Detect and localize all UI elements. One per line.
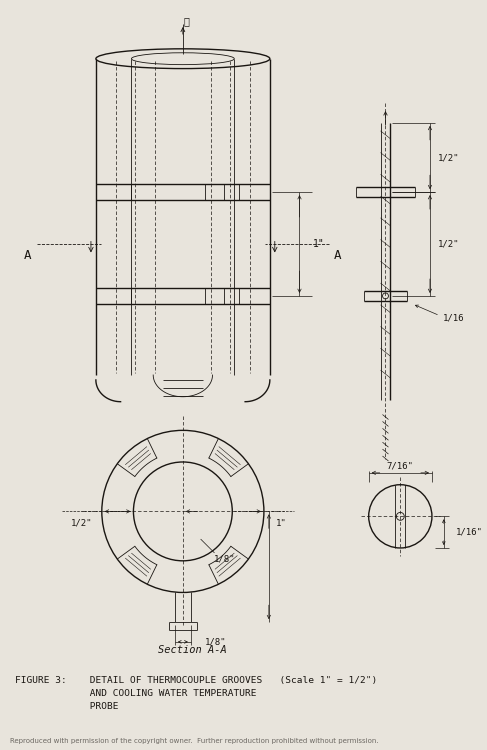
Text: 7/16": 7/16": [387, 461, 414, 470]
Text: Reproduced with permission of the copyright owner.  Further reproduction prohibi: Reproduced with permission of the copyri…: [10, 738, 378, 744]
Text: Section A-A: Section A-A: [158, 645, 227, 655]
Text: A: A: [334, 249, 341, 262]
Text: 1/2": 1/2": [71, 519, 93, 528]
Text: 1/2": 1/2": [438, 153, 459, 162]
Text: AND COOLING WATER TEMPERATURE: AND COOLING WATER TEMPERATURE: [15, 689, 256, 698]
Text: 1/8": 1/8": [205, 638, 226, 646]
Text: 1/16: 1/16: [443, 314, 464, 322]
Text: PROBE: PROBE: [15, 702, 118, 711]
Text: 1/16": 1/16": [456, 528, 483, 537]
Text: FIGURE 3:    DETAIL OF THERMOCOUPLE GROOVES   (Scale 1" = 1/2"): FIGURE 3: DETAIL OF THERMOCOUPLE GROOVES…: [15, 676, 377, 686]
Text: A: A: [24, 249, 32, 262]
Text: 1": 1": [276, 519, 287, 528]
Text: 1/8": 1/8": [214, 554, 235, 563]
Text: 1/2": 1/2": [438, 239, 459, 248]
Text: 1": 1": [313, 239, 325, 249]
Text: ℓ: ℓ: [184, 16, 190, 26]
